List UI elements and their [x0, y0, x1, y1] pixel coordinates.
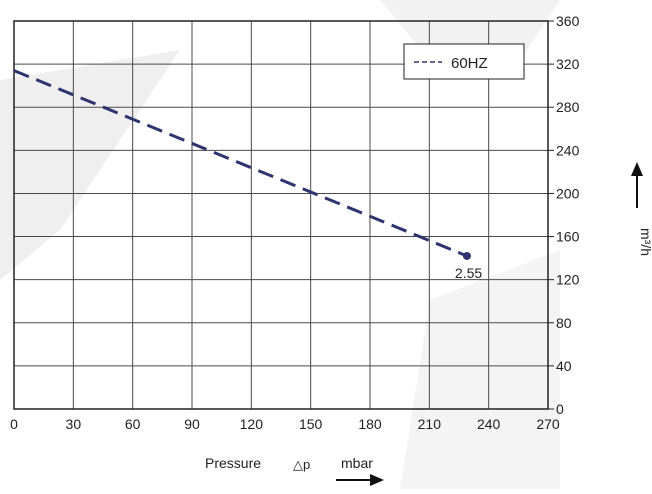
x-tick-label-150: 150 — [299, 416, 323, 432]
y-tick-label-240: 240 — [556, 142, 580, 158]
series-line-60hz — [13, 69, 468, 258]
x-tick-label-120: 120 — [240, 416, 264, 432]
x-axis-label: Pressure — [205, 455, 261, 471]
y-axis-label: m³/h — [638, 228, 652, 256]
x-tick-label-90: 90 — [184, 416, 200, 432]
x-axis-ticks: 0 30 60 90 120 150 180 210 240 270 — [10, 416, 560, 432]
x-tick-label-180: 180 — [358, 416, 382, 432]
plot-border — [13, 20, 549, 410]
y-tick-label-200: 200 — [556, 185, 580, 201]
plot-frame — [13, 20, 549, 410]
y-tick-label-120: 120 — [556, 272, 580, 288]
data-label-endpoint: 2.55 — [455, 265, 482, 281]
legend-entry-60hz: 60HZ — [451, 55, 488, 72]
y-tick-label-40: 40 — [556, 358, 572, 374]
x-axis-unit: mbar — [341, 455, 373, 471]
series-layer — [13, 69, 471, 260]
x-tick-label-30: 30 — [66, 416, 82, 432]
y-tick-label-280: 280 — [556, 99, 580, 115]
x-tick-label-0: 0 — [10, 416, 18, 432]
x-axis-symbol: △p — [293, 457, 310, 472]
y-axis-ticks: 0 40 80 120 160 200 240 280 320 360 — [548, 13, 580, 417]
x-tick-label-210: 210 — [418, 416, 442, 432]
y-tick-label-160: 160 — [556, 229, 580, 245]
y-tick-label-0: 0 — [556, 401, 564, 417]
legend: 60HZ — [403, 43, 525, 80]
x-axis-arrow-head — [370, 474, 384, 486]
series-endpoint-60hz — [462, 251, 471, 260]
x-tick-label-270: 270 — [536, 416, 560, 432]
y-axis-arrow-head — [631, 162, 643, 176]
y-tick-label-320: 320 — [556, 56, 580, 72]
y-tick-label-80: 80 — [556, 315, 572, 331]
x-tick-label-240: 240 — [477, 416, 501, 432]
x-axis-title: Pressure △p mbar — [205, 455, 384, 486]
annotations: 2.55 — [455, 265, 482, 281]
y-tick-label-360: 360 — [556, 13, 580, 29]
x-tick-label-60: 60 — [125, 416, 141, 432]
y-axis-title: m³/h — [631, 162, 652, 256]
